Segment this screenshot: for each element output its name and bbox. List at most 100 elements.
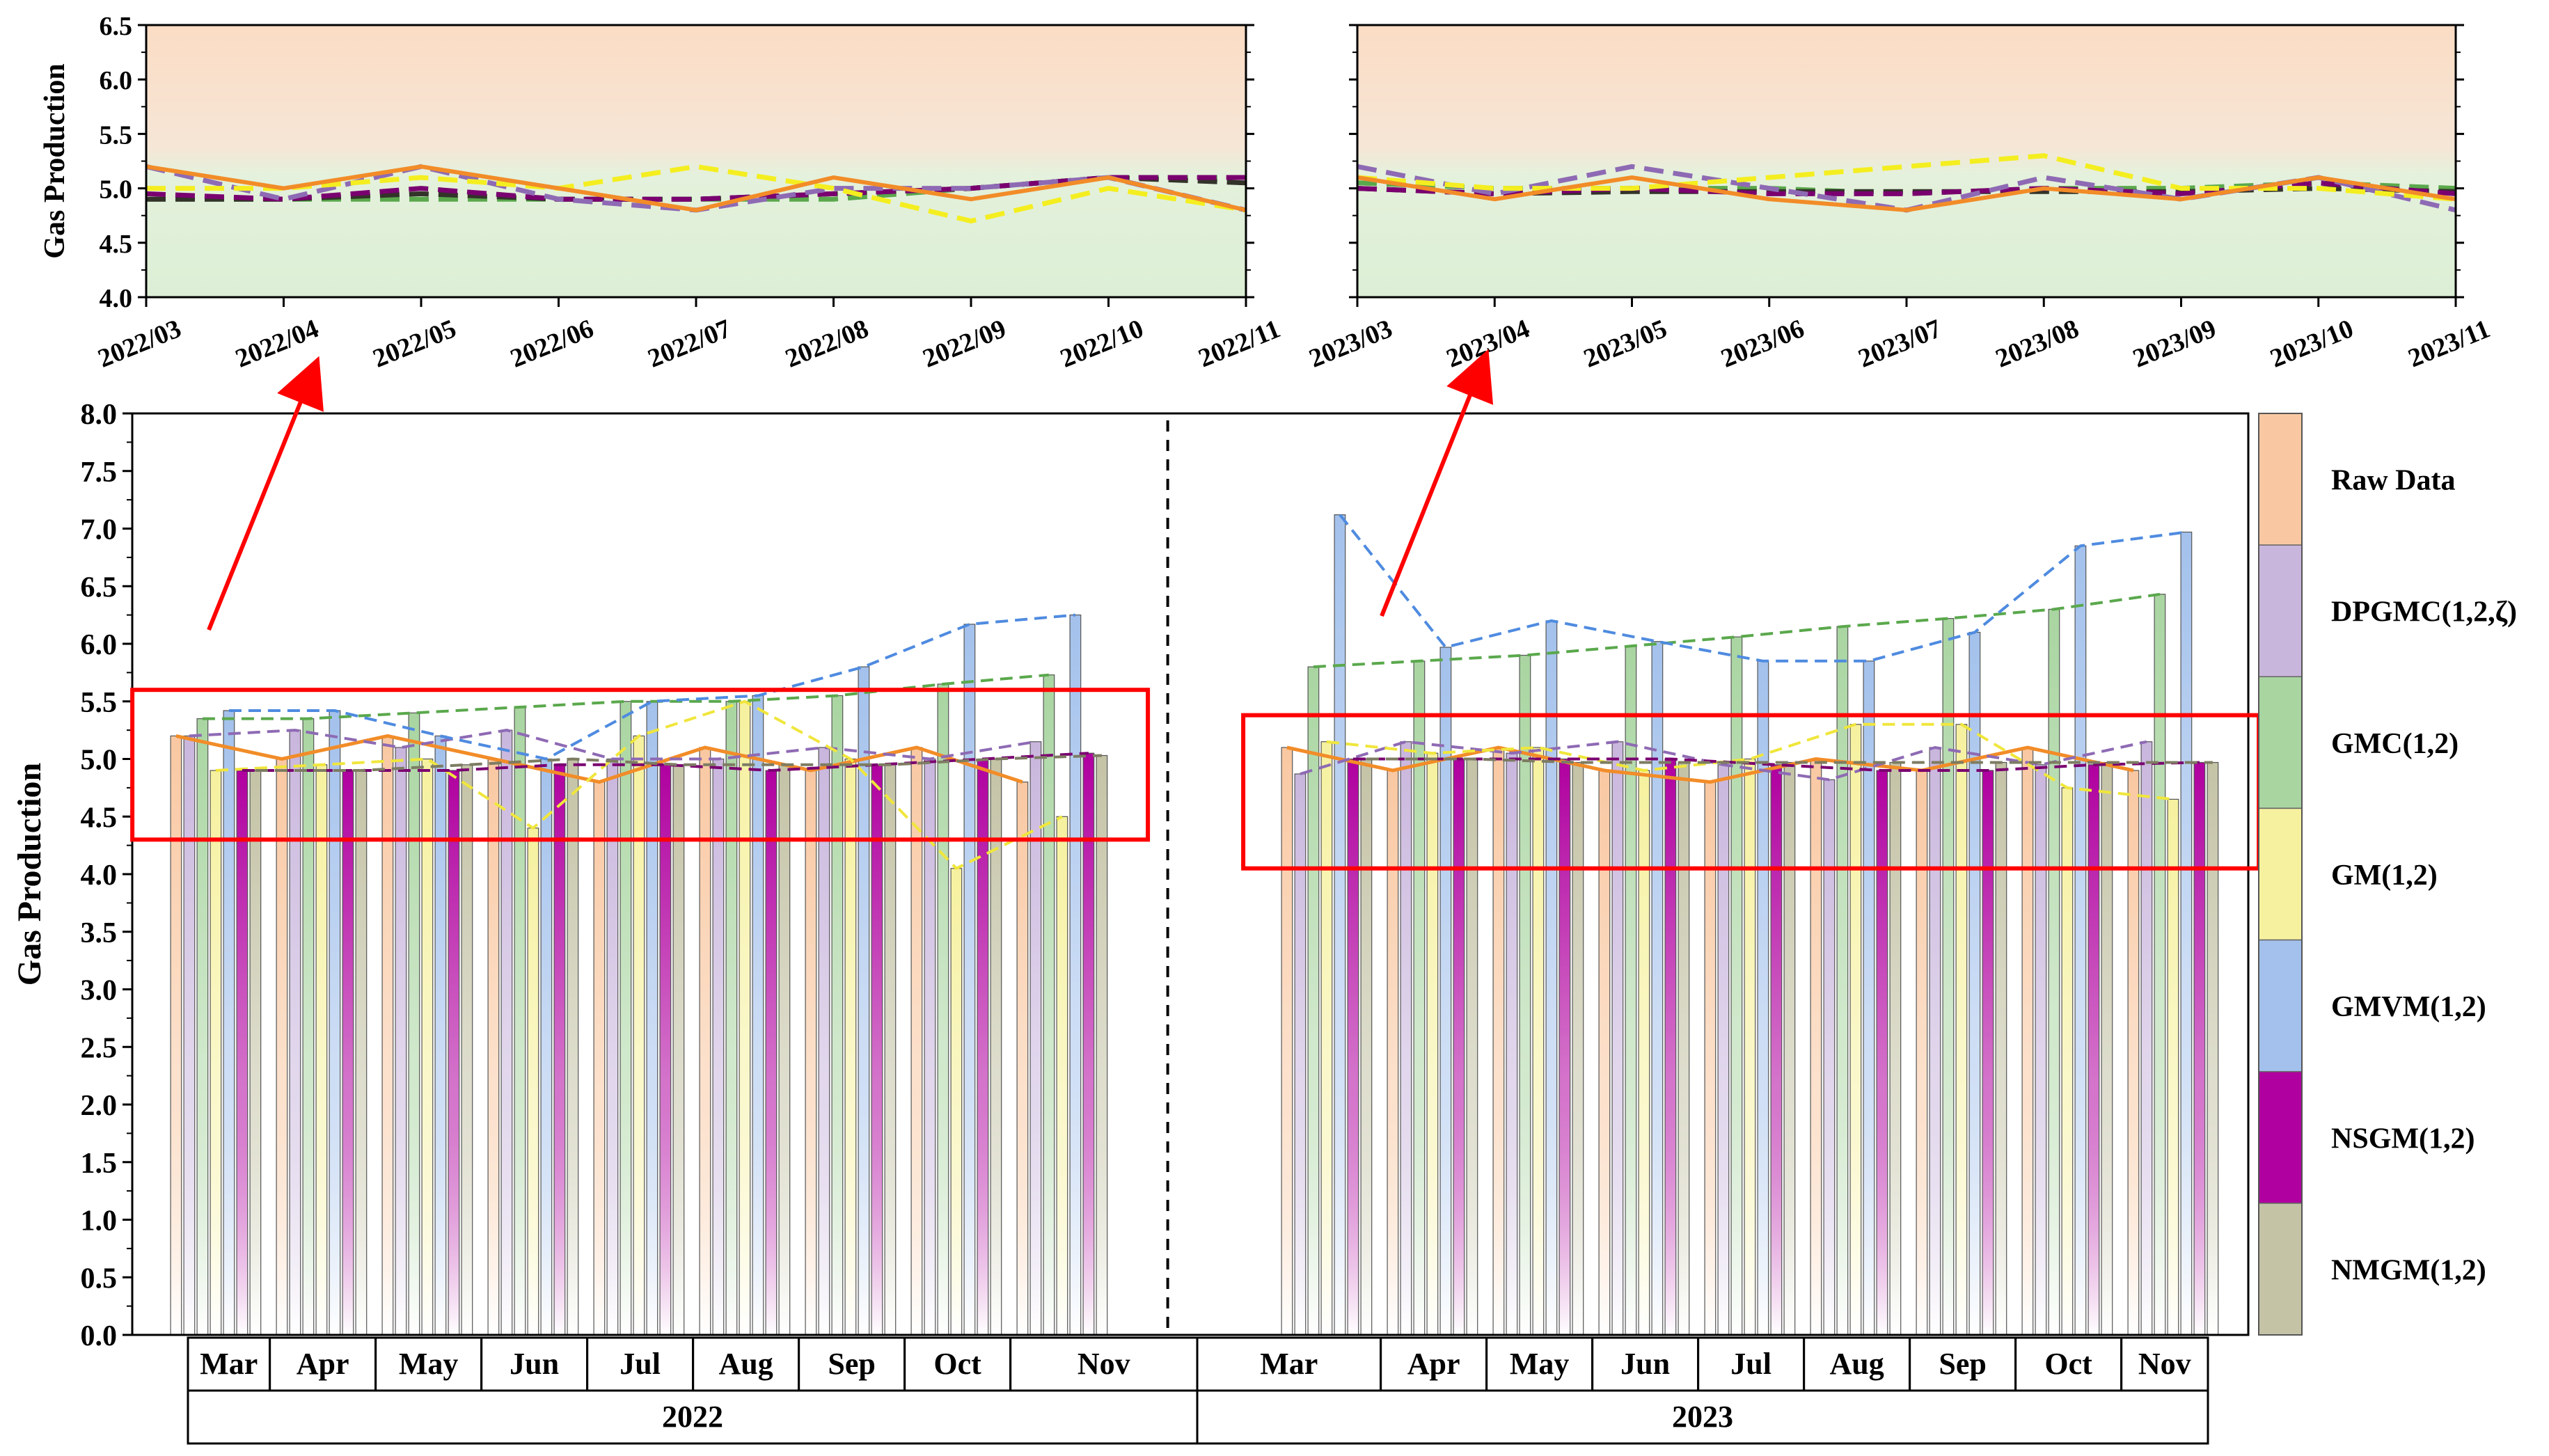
x-tick-label: 2022/11 — [1194, 314, 1284, 373]
bar-nsgm-1-2 — [2088, 764, 2100, 1336]
y-tick-label: 7.5 — [81, 457, 118, 489]
bar-dpgmc-1-2 — [1611, 741, 1624, 1336]
bar-gmc-1-2 — [2048, 608, 2060, 1336]
bar-nsgm-1-2 — [871, 764, 883, 1336]
bar-nsgm-1-2 — [1347, 758, 1359, 1336]
bar-gmc-1-2 — [937, 683, 949, 1336]
bar-gm-1-2 — [1638, 770, 1650, 1336]
bar-raw-data — [2127, 770, 2140, 1336]
legend-swatch-gmc-1-2 — [2258, 676, 2303, 809]
y-tick-label: 5.0 — [81, 745, 118, 777]
bar-dpgmc-1-2 — [1506, 752, 1518, 1336]
bar-nmgm-1-2 — [1360, 758, 1373, 1336]
bar-nmgm-1-2 — [461, 764, 473, 1336]
x-tick-label: 2022/04 — [231, 314, 322, 374]
x-tick-label: 2022/09 — [919, 314, 1010, 374]
inset-chart-2023: 2023/03 2023/04 2023/05 2023/06 2023/07 2023/… — [1305, 24, 2494, 374]
bar-gmvm-1-2 — [1545, 620, 1558, 1336]
bar-gmvm-1-2 — [752, 695, 764, 1336]
bar-gmc-1-2 — [196, 718, 209, 1336]
bar-gm-1-2 — [1426, 752, 1439, 1336]
y-axis-label: Gas Production — [11, 763, 48, 986]
bar-nmgm-1-2 — [249, 770, 262, 1336]
y-tick-label: 4.0 — [100, 284, 133, 313]
y-tick-label: 3.0 — [81, 975, 118, 1007]
bar-nmgm-1-2 — [2207, 761, 2219, 1336]
y-tick-label: 0.5 — [81, 1263, 118, 1295]
bar-nsgm-1-2 — [1558, 758, 1571, 1336]
legend-label-nsgm-1-2: NSGM(1,2) — [2331, 1123, 2475, 1155]
inset-line-raw-data — [145, 164, 1247, 212]
y-tick-label: 5.0 — [100, 175, 133, 205]
y-tick-label: 1.5 — [81, 1148, 118, 1180]
bar-gm-1-2 — [633, 735, 645, 1336]
legend-label-gmc-1-2: GMC(1,2) — [2331, 728, 2459, 760]
legend-label-gmvm-1-2: GMVM(1,2) — [2331, 991, 2486, 1023]
bar-nmgm-1-2 — [1995, 761, 2007, 1336]
bar-raw-data — [805, 770, 817, 1336]
bar-nmgm-1-2 — [672, 764, 685, 1336]
bar-gmvm-1-2 — [963, 624, 976, 1336]
bar-gmvm-1-2 — [2180, 531, 2193, 1336]
series-line-gmvm-1-2 — [1339, 514, 2187, 663]
bar-nmgm-1-2 — [1466, 758, 1478, 1336]
bar-dpgmc-1-2 — [712, 758, 725, 1336]
legend-swatch-gm-1-2 — [2258, 807, 2303, 941]
legend-swatch-nmgm-1-2 — [2258, 1203, 2303, 1336]
bar-gmc-1-2 — [620, 701, 632, 1336]
bar-nmgm-1-2 — [1678, 761, 1690, 1336]
x-tick-label: 2023/05 — [1579, 314, 1671, 374]
highlight-box-2022 — [130, 688, 1151, 842]
bar-gmc-1-2 — [1307, 666, 1320, 1336]
y-tick-label: 4.5 — [81, 802, 118, 834]
x-tick-label: 2022/03 — [94, 314, 185, 374]
bar-gmvm-1-2 — [1334, 514, 1346, 1336]
bar-gmc-1-2 — [1519, 654, 1531, 1336]
legend-label-nmgm-1-2: NMGM(1,2) — [2331, 1254, 2486, 1286]
series-line-nmgm-1-2 — [255, 754, 1102, 772]
x-tick-label: 2022/10 — [1056, 314, 1147, 374]
y-tick-label: 6.5 — [81, 571, 118, 603]
y-tick-label: 5.5 — [100, 120, 133, 150]
bar-raw-data — [910, 747, 923, 1336]
bar-nmgm-1-2 — [778, 764, 791, 1336]
series-line-raw-data — [175, 734, 1023, 784]
bar-raw-data — [699, 747, 711, 1336]
bar-nmgm-1-2 — [1889, 761, 1902, 1336]
bar-dpgmc-1-2 — [1294, 773, 1307, 1336]
month-label: Aug — [1829, 1347, 1884, 1381]
month-label: Nov — [1078, 1347, 1130, 1381]
bar-dpgmc-1-2 — [500, 729, 513, 1336]
bar-gmvm-1-2 — [646, 701, 658, 1336]
x-tick-label: 2022/06 — [506, 314, 597, 374]
bar-dpgmc-1-2 — [1929, 747, 1941, 1336]
bar-raw-data — [593, 781, 606, 1336]
inset-plot-background — [1357, 25, 2456, 297]
bar-nsgm-1-2 — [1664, 758, 1677, 1336]
bar-nsgm-1-2 — [2193, 761, 2206, 1336]
month-label: May — [399, 1347, 459, 1381]
bar-raw-data — [1492, 747, 1505, 1336]
bar-dpgmc-1-2 — [606, 758, 619, 1336]
bar-gm-1-2 — [739, 701, 751, 1336]
bar-dpgmc-1-2 — [1823, 779, 1836, 1336]
bar-gm-1-2 — [1056, 816, 1068, 1336]
legend-swatch-nsgm-1-2 — [2258, 1070, 2303, 1204]
x-tick-label: 2023/11 — [2404, 314, 2494, 373]
x-tick-label: 2023/08 — [1991, 314, 2083, 374]
bar-gm-1-2 — [1532, 747, 1545, 1336]
bar-dpgmc-1-2 — [289, 729, 301, 1336]
series-line-gm-1-2 — [1326, 722, 2174, 801]
x-tick-label: 2022/07 — [644, 314, 735, 374]
month-label: Jul — [620, 1347, 661, 1381]
bar-gmc-1-2 — [2154, 594, 2166, 1336]
month-label: Mar — [1260, 1347, 1318, 1381]
legend: Raw Data DPGMC(1,2,ζ) GMC(1,2) GM(1,2) GMVM(… — [2258, 413, 2517, 1336]
series-line-dpgmc-1-2 — [189, 729, 1036, 761]
y-tick-label: 6.0 — [81, 629, 118, 661]
bar-nsgm-1-2 — [1876, 770, 1888, 1336]
x-tick-label: 2023/10 — [2266, 314, 2358, 374]
bar-gmc-1-2 — [1043, 674, 1055, 1336]
bar-nmgm-1-2 — [1783, 761, 1796, 1336]
bar-gmc-1-2 — [1625, 645, 1637, 1336]
